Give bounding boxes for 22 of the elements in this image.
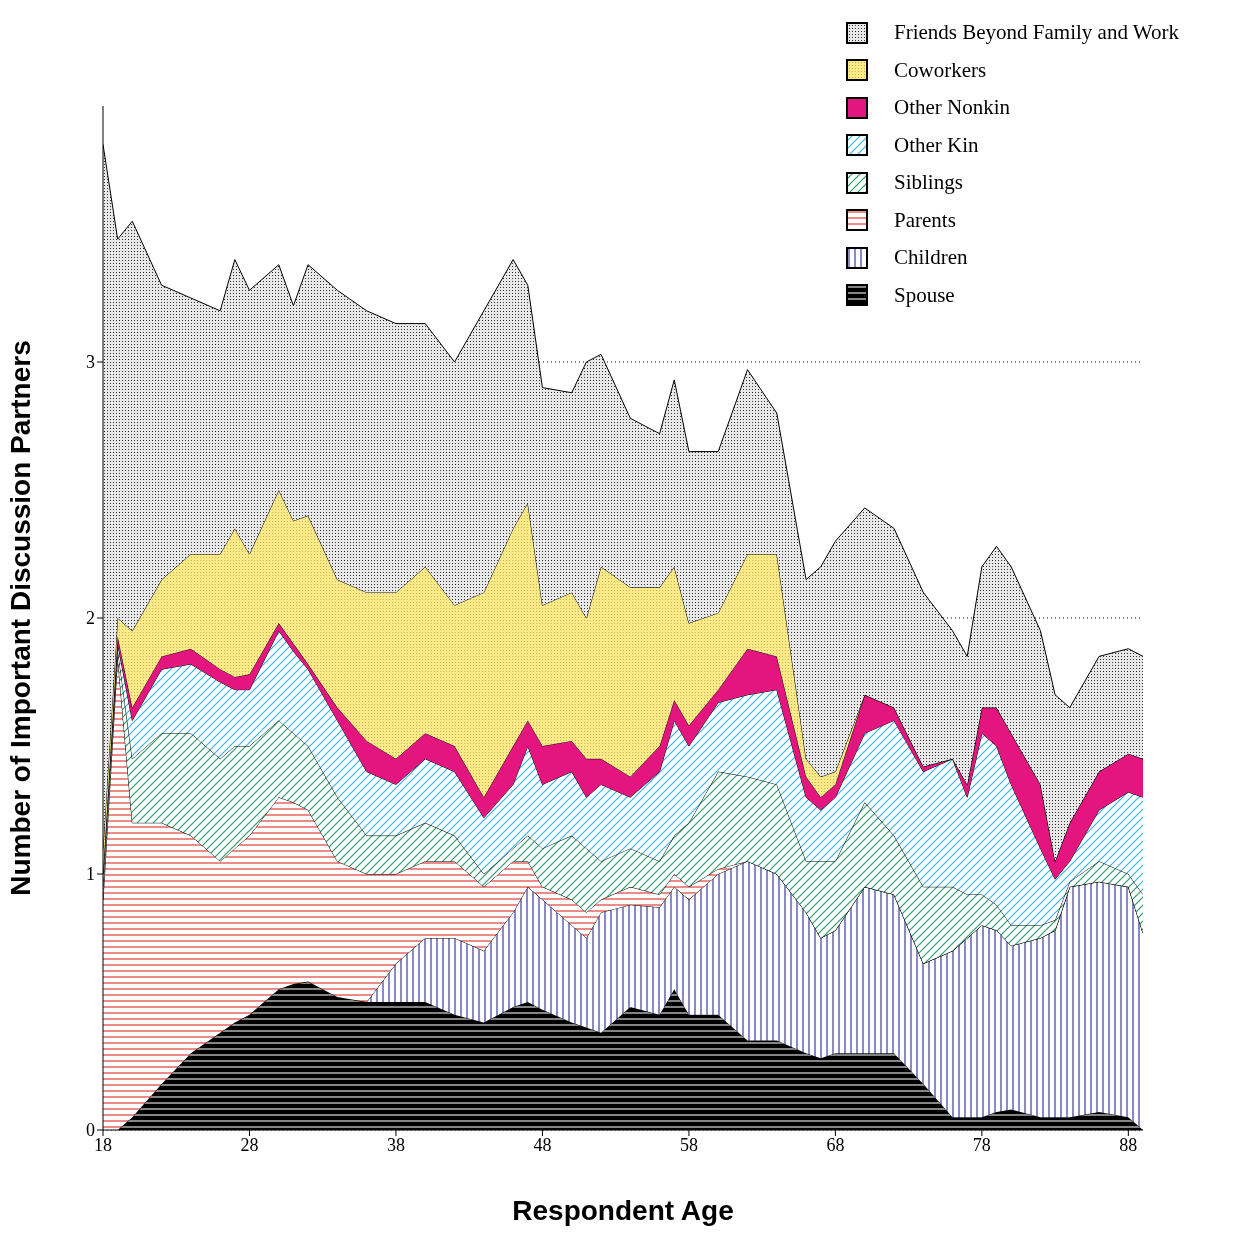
legend-label: Children xyxy=(894,245,968,271)
legend-label: Siblings xyxy=(894,170,963,196)
x-tick-label: 38 xyxy=(386,1134,405,1155)
legend-label: Coworkers xyxy=(894,57,987,83)
y-tick-label: 2 xyxy=(86,608,95,629)
y-tick-label: 1 xyxy=(86,864,95,885)
x-tick-label: 28 xyxy=(240,1134,259,1155)
x-tick-label: 58 xyxy=(679,1134,698,1155)
y-tick-label: 0 xyxy=(86,1120,95,1141)
y-axis-title: Number of Important Discussion Partners xyxy=(4,340,36,896)
legend-label: Spouse xyxy=(894,282,955,308)
x-tick-label: 48 xyxy=(533,1134,552,1155)
legend-label: Friends Beyond Family and Work xyxy=(894,20,1179,46)
x-tick-label: 88 xyxy=(1119,1134,1138,1155)
legend-label: Other Kin xyxy=(894,132,979,158)
x-axis-title: Respondent Age xyxy=(512,1195,734,1226)
x-tick-label: 18 xyxy=(94,1134,112,1155)
x-tick-label: 68 xyxy=(826,1134,845,1155)
y-tick-label: 3 xyxy=(86,352,95,373)
legend-label: Other Nonkin xyxy=(894,95,1011,121)
x-tick-label: 78 xyxy=(972,1134,991,1155)
legend-label: Parents xyxy=(894,207,956,233)
